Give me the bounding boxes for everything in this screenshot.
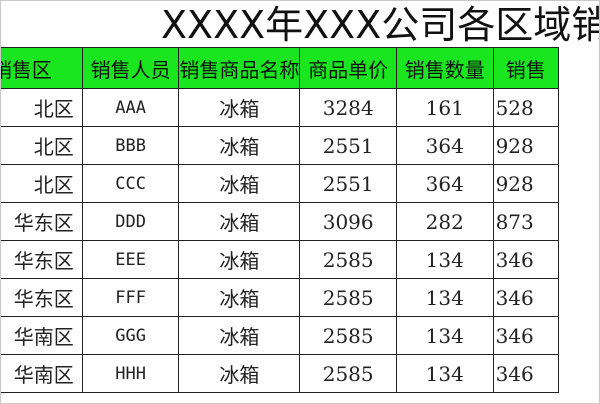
header-person[interactable]: 销售人员 [81,47,180,89]
cell-product[interactable]: 冰箱 [178,88,301,127]
cell-product[interactable]: 冰箱 [178,240,301,279]
cell-product[interactable]: 冰箱 [178,126,301,165]
cell-price[interactable]: 2585 [299,278,397,317]
cell-amount[interactable]: 346 [492,354,560,393]
cell-person[interactable]: EEE [81,240,180,279]
table-row: 华东区 EEE 冰箱 2585 134 346 [1,240,560,279]
cell-region[interactable]: 华南区 [1,354,83,393]
cell-amount[interactable]: 346 [492,240,560,279]
cell-price[interactable]: 2585 [299,240,397,279]
header-price[interactable]: 商品单价 [299,47,397,89]
cell-region[interactable]: 北区 [1,88,83,127]
cell-product[interactable]: 冰箱 [178,316,301,355]
table-row: 华东区 DDD 冰箱 3096 282 873 [1,202,560,241]
header-amount[interactable]: 销售 [492,47,560,89]
cell-region[interactable]: 华南区 [1,316,83,355]
cell-product[interactable]: 冰箱 [178,278,301,317]
cell-person[interactable]: DDD [81,202,180,241]
cell-region[interactable]: 华东区 [1,202,83,241]
cell-product[interactable]: 冰箱 [178,202,301,241]
cell-qty[interactable]: 134 [395,278,494,317]
cell-amount[interactable]: 928 [492,126,560,165]
cell-region[interactable]: 华东区 [1,240,83,279]
cell-price[interactable]: 3284 [299,88,397,127]
cell-person[interactable]: BBB [81,126,180,165]
cell-amount[interactable]: 528 [492,88,560,127]
cell-amount[interactable]: 928 [492,164,560,203]
header-region[interactable]: 销售区 [1,47,83,89]
table-row: 北区 BBB 冰箱 2551 364 928 [1,126,560,165]
cell-price[interactable]: 2585 [299,316,397,355]
header-product[interactable]: 销售商品名称 [178,47,301,89]
header-qty[interactable]: 销售数量 [395,47,494,89]
cell-price[interactable]: 2585 [299,354,397,393]
cell-amount[interactable]: 346 [492,316,560,355]
table-row: 华南区 HHH 冰箱 2585 134 346 [1,354,560,393]
table-row: 华南区 GGG 冰箱 2585 134 346 [1,316,560,355]
cell-price[interactable]: 2551 [299,126,397,165]
cell-product[interactable]: 冰箱 [178,354,301,393]
cell-region[interactable]: 华东区 [1,278,83,317]
sales-table: 销售区 销售人员 销售商品名称 商品单价 销售数量 销售 北区 AAA 冰箱 3… [1,47,560,393]
cell-qty[interactable]: 134 [395,316,494,355]
cell-qty[interactable]: 282 [395,202,494,241]
cell-person[interactable]: GGG [81,316,180,355]
table-row: 北区 AAA 冰箱 3284 161 528 [1,88,560,127]
cell-region[interactable]: 北区 [1,164,83,203]
cell-qty[interactable]: 364 [395,164,494,203]
sheet-title: XXXX年XXX公司各区域销 [161,3,600,47]
cell-person[interactable]: FFF [81,278,180,317]
table-row: 华东区 FFF 冰箱 2585 134 346 [1,278,560,317]
table-row: 北区 CCC 冰箱 2551 364 928 [1,164,560,203]
cell-amount[interactable]: 873 [492,202,560,241]
cell-person[interactable]: AAA [81,88,180,127]
cell-price[interactable]: 3096 [299,202,397,241]
cell-qty[interactable]: 364 [395,126,494,165]
cell-person[interactable]: HHH [81,354,180,393]
header-row: 销售区 销售人员 销售商品名称 商品单价 销售数量 销售 [1,47,560,89]
cell-person[interactable]: CCC [81,164,180,203]
cell-qty[interactable]: 134 [395,354,494,393]
cell-region[interactable]: 北区 [1,126,83,165]
cell-qty[interactable]: 134 [395,240,494,279]
cell-qty[interactable]: 161 [395,88,494,127]
cell-amount[interactable]: 346 [492,278,560,317]
cell-product[interactable]: 冰箱 [178,164,301,203]
cell-price[interactable]: 2551 [299,164,397,203]
